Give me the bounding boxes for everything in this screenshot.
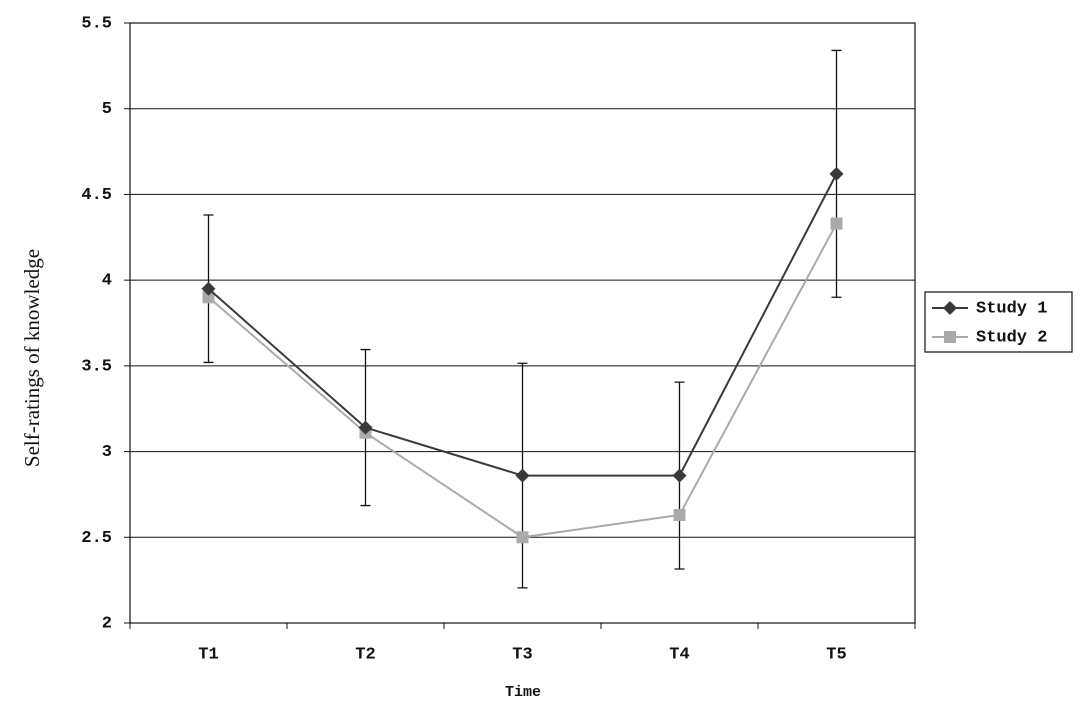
y-tick-label: 2	[102, 614, 112, 633]
marker	[202, 291, 215, 304]
marker	[943, 301, 957, 315]
marker	[201, 281, 216, 296]
marker	[829, 166, 844, 181]
y-tick-label: 4	[102, 272, 112, 291]
x-tick-label: T2	[355, 645, 375, 664]
y-tick-label: 3	[102, 443, 112, 462]
marker	[516, 531, 529, 544]
x-axis-label: Time	[505, 684, 541, 701]
marker	[673, 509, 686, 521]
legend-label: Study 2	[976, 328, 1047, 347]
y-axis-label: Self-ratings of knowledge	[20, 249, 44, 467]
marker	[672, 468, 687, 483]
legend-label: Study 1	[976, 299, 1047, 318]
x-tick-label: T3	[512, 645, 532, 664]
marker	[944, 331, 956, 343]
y-tick-label: 5	[102, 100, 112, 119]
x-tick-label: T4	[669, 645, 689, 664]
x-tick-label: T5	[826, 645, 846, 664]
marker	[830, 217, 843, 230]
x-tick-label: T1	[198, 645, 218, 664]
y-tick-label: 5.5	[81, 14, 112, 33]
y-tick-label: 2.5	[81, 529, 112, 548]
y-tick-label: 4.5	[81, 186, 112, 205]
marker	[515, 468, 530, 483]
y-tick-label: 3.5	[81, 357, 112, 376]
marker	[358, 420, 373, 435]
